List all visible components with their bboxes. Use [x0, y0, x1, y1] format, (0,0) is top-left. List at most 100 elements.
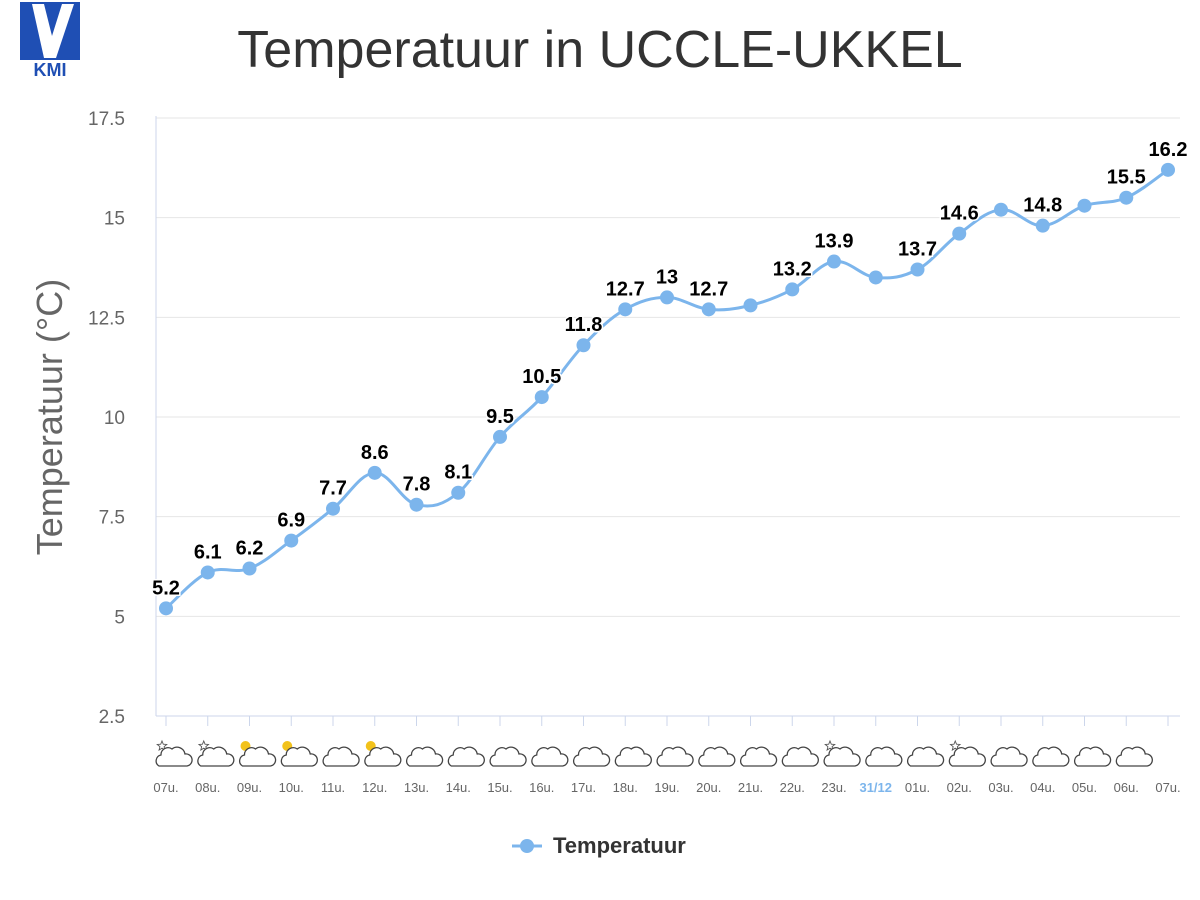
x-tick-label: 12u.	[362, 780, 387, 795]
x-tick-label: 23u.	[821, 780, 846, 795]
star-icon	[156, 739, 168, 752]
data-label: 12.7	[689, 278, 728, 300]
cloud-icon	[740, 746, 778, 767]
cloud-star-icon	[823, 739, 861, 767]
data-label: 16.2	[1149, 139, 1188, 161]
data-label: 6.1	[194, 541, 222, 563]
y-tick-label: 12.5	[88, 308, 125, 329]
cloud-shape	[990, 746, 1028, 767]
data-point	[576, 338, 591, 353]
cloud-shape	[865, 746, 903, 767]
data-label: 7.7	[319, 478, 347, 500]
x-tick-label: 03u.	[988, 780, 1013, 795]
data-point	[952, 226, 967, 241]
data-point	[1161, 162, 1175, 177]
data-label: 10.5	[522, 366, 561, 388]
data-point	[451, 485, 466, 500]
data-point	[743, 298, 758, 313]
data-point	[785, 282, 800, 297]
data-point	[660, 290, 674, 305]
y-axis-ticks: 2.5 5 7.5 10 12.5 15 17.5	[88, 109, 125, 728]
y-tick-label: 7.5	[99, 508, 125, 529]
cloud-icon	[656, 746, 694, 767]
cloud-shape	[698, 746, 736, 767]
cloud-icon	[1074, 746, 1112, 767]
legend[interactable]: Temperatuur	[512, 833, 686, 858]
data-label: 7.8	[403, 474, 431, 496]
series-temperatuur	[159, 162, 1175, 616]
data-point	[827, 254, 841, 269]
data-point	[618, 302, 633, 317]
data-point	[701, 302, 716, 317]
x-tick-label: 19u.	[654, 780, 679, 795]
star-icon	[824, 739, 836, 752]
x-tick-label: 21u.	[738, 780, 763, 795]
cloud-icon	[698, 746, 736, 767]
cloud-shape	[1074, 746, 1112, 767]
x-tick-label: 02u.	[947, 780, 972, 795]
x-tick-label: 04u.	[1030, 780, 1055, 795]
weather-icons	[155, 739, 1153, 767]
y-axis-title: Temperatuur (°C)	[29, 279, 70, 555]
data-point	[367, 465, 382, 480]
data-point	[326, 501, 340, 516]
star-icon	[197, 739, 210, 752]
data-point	[493, 429, 507, 444]
data-label: 5.2	[152, 577, 180, 599]
data-label: 6.9	[277, 510, 305, 532]
legend-marker	[520, 839, 534, 853]
cloud-sun-icon	[280, 741, 318, 767]
data-point	[159, 601, 173, 616]
data-point	[1077, 198, 1092, 213]
data-point	[994, 202, 1008, 217]
x-tick-label: 07u.	[1155, 780, 1180, 795]
data-point	[200, 565, 215, 580]
cloud-sun-icon	[239, 741, 277, 767]
data-label: 11.8	[565, 314, 603, 336]
cloud-shape	[1032, 746, 1070, 767]
x-tick-label: 01u.	[905, 780, 930, 795]
x-tick-label: 15u.	[487, 780, 512, 795]
x-tick-label: 06u.	[1114, 780, 1139, 795]
x-tick-label: 22u.	[780, 780, 805, 795]
x-tick-label: 13u.	[404, 780, 429, 795]
x-tick-label: 17u.	[571, 780, 596, 795]
cloud-icon	[1115, 746, 1153, 767]
data-label: 14.6	[940, 203, 979, 225]
cloud-shape	[531, 746, 569, 767]
cloud-icon	[1032, 746, 1070, 767]
cloud-sun-icon	[364, 741, 402, 767]
kmi-logo: KMI	[20, 2, 80, 80]
x-tick-label: 05u.	[1072, 780, 1097, 795]
x-tick-label: 20u.	[696, 780, 721, 795]
legend-label: Temperatuur	[553, 833, 686, 858]
data-point	[409, 497, 424, 512]
cloud-icon	[447, 746, 485, 767]
cloud-shape	[322, 746, 360, 767]
cloud-star-icon	[197, 739, 235, 767]
x-axis-ticks: 07u. 08u. 09u. 10u. 11u. 12u. 13u. 14u. 15u. 16u.…	[153, 716, 1181, 795]
x-tick-label: 10u.	[279, 780, 304, 795]
x-tick-label: 11u.	[321, 780, 345, 795]
data-label: 15.5	[1107, 167, 1146, 189]
data-point	[910, 262, 925, 277]
cloud-icon	[990, 746, 1028, 767]
x-tick-label: 14u.	[446, 780, 471, 795]
data-label: 12.7	[606, 278, 645, 300]
cloud-shape	[239, 746, 277, 767]
cloud-icon	[322, 746, 360, 767]
logo-cutout	[32, 4, 74, 58]
y-tick-label: 17.5	[88, 109, 125, 130]
data-label: 8.1	[444, 462, 472, 484]
data-labels: 5.26.1 6.26.97.78.67.88.19.510.511.812.71…	[151, 137, 1189, 601]
cloud-shape	[614, 746, 652, 767]
cloud-shape	[948, 746, 986, 767]
data-point	[534, 390, 549, 405]
y-tick-label: 15	[104, 209, 125, 230]
x-tick-label: 08u.	[195, 780, 220, 795]
cloud-icon	[865, 746, 903, 767]
cloud-icon	[573, 746, 611, 767]
data-point	[242, 561, 257, 576]
data-point	[1119, 190, 1134, 205]
